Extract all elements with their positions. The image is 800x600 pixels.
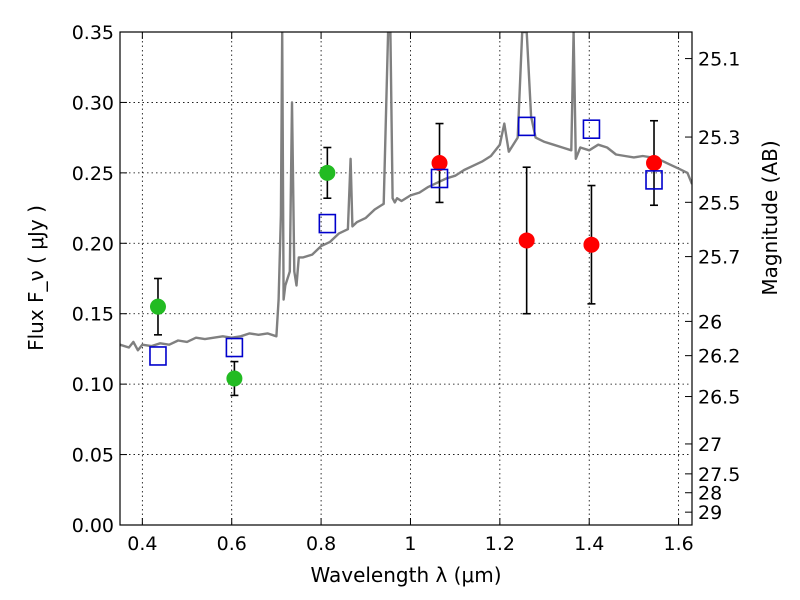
right-tick-label: 25.7 <box>698 247 740 269</box>
spectrum-path <box>120 32 692 352</box>
model-point <box>225 337 244 358</box>
data-point <box>319 164 336 181</box>
data-point <box>646 154 663 171</box>
data-point <box>226 370 243 387</box>
model-point <box>517 116 536 137</box>
x-tick-label: 1.6 <box>663 533 693 555</box>
y-tick-label: 0.20 <box>72 233 114 255</box>
right-tick-label: 28 <box>698 483 722 505</box>
right-tick-label: 26.5 <box>698 387 740 409</box>
y-tick-label: 0.00 <box>72 515 114 537</box>
right-tick-label: 26.2 <box>698 346 740 368</box>
data-points <box>149 116 663 397</box>
y-tick-label: 0.35 <box>72 22 114 44</box>
model-point <box>318 213 337 234</box>
axis-ticks: 0.4 0.6 0.8 1 1.2 1.4 1.6 0.00 0.05 0.10 0.15 0.20 0… <box>72 22 741 555</box>
data-point <box>431 154 448 171</box>
right-axis-label: Magnitude (AB) <box>758 140 782 295</box>
spectrum-line <box>120 32 692 352</box>
y-tick-label: 0.30 <box>72 92 114 114</box>
x-tick-label: 1 <box>404 533 416 555</box>
right-tick-label: 25.5 <box>698 192 740 214</box>
right-tick-label: 25.3 <box>698 127 740 149</box>
right-tick-label: 29 <box>698 502 722 524</box>
x-tick-label: 1.2 <box>485 533 515 555</box>
x-tick-label: 0.6 <box>217 533 247 555</box>
data-point <box>518 232 535 249</box>
model-point <box>430 168 449 189</box>
plot-frame <box>119 31 693 526</box>
y-tick-label: 0.25 <box>72 163 114 185</box>
x-tick-label: 1.4 <box>574 533 604 555</box>
model-point <box>582 119 601 139</box>
y-tick-label: 0.15 <box>72 304 114 326</box>
data-point <box>149 298 166 315</box>
right-tick-label: 27 <box>698 434 722 456</box>
model-point <box>149 346 167 366</box>
x-tick-label: 0.4 <box>127 533 157 555</box>
grid <box>120 31 692 526</box>
right-tick-label: 27.5 <box>698 464 740 486</box>
model-point <box>645 170 663 190</box>
right-tick-label: 26 <box>698 311 722 333</box>
right-tick-label: 25.1 <box>698 49 740 71</box>
x-tick-label: 0.8 <box>306 533 336 555</box>
y-tick-label: 0.10 <box>72 374 114 396</box>
y-tick-label: 0.05 <box>72 445 114 467</box>
x-axis-label: Wavelength λ (μm) <box>310 563 501 587</box>
y-axis-label: Flux F_ν ( μJy ) <box>24 205 48 351</box>
data-point <box>583 236 600 253</box>
